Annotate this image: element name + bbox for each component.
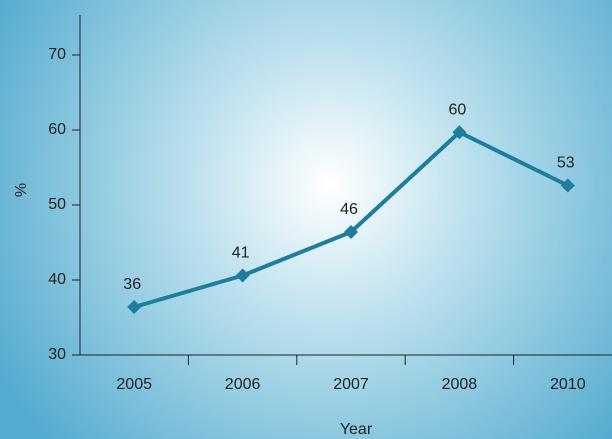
data-label: 46: [340, 201, 358, 218]
marker: [235, 268, 250, 283]
data-label: 53: [557, 155, 575, 172]
marker: [127, 300, 142, 314]
marker: [452, 125, 467, 140]
y-tick-label: 70: [48, 46, 66, 63]
x-tick-label: 2006: [225, 376, 261, 393]
data-label: 36: [123, 276, 141, 293]
marker: [560, 178, 575, 193]
data-label: 41: [232, 245, 250, 262]
y-axis-label: %: [13, 183, 30, 197]
y-tick-label: 60: [48, 121, 66, 138]
x-axis-label: Year: [340, 421, 373, 438]
y-tick-label: 40: [48, 271, 66, 288]
x-tick-label: 2008: [442, 376, 478, 393]
y-tick-label: 50: [48, 196, 66, 213]
y-tick-label: 30: [48, 346, 66, 363]
x-tick-label: 2005: [116, 376, 152, 393]
x-tick-label: 2010: [550, 376, 586, 393]
marker: [344, 225, 358, 239]
data-label: 60: [449, 101, 467, 118]
x-tick-label: 2007: [333, 376, 369, 393]
